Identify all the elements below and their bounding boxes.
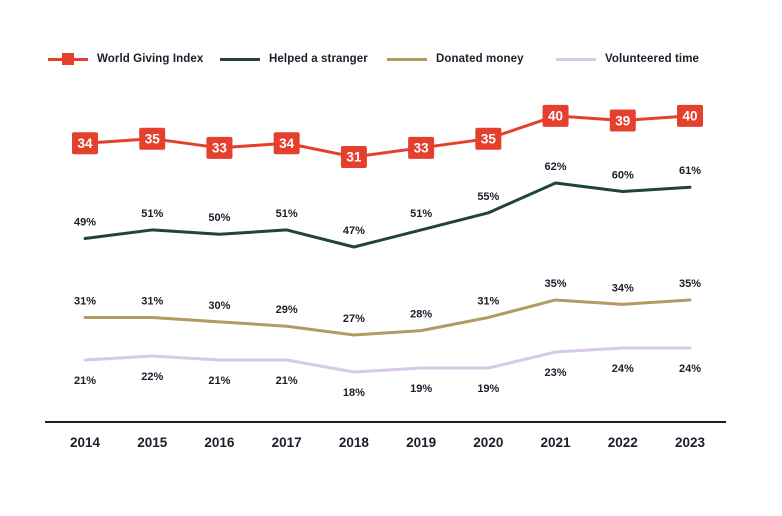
x-axis-label-2016: 2016 bbox=[204, 435, 235, 450]
x-axis-label-2014: 2014 bbox=[70, 435, 101, 450]
wgi-point-box bbox=[542, 104, 569, 127]
x-axis-label-2015: 2015 bbox=[137, 435, 168, 450]
wgi-point-box bbox=[609, 109, 636, 132]
x-axis-label-2023: 2023 bbox=[675, 435, 706, 450]
data-label-donated-money: 29% bbox=[276, 304, 298, 316]
wgi-point-value: 33 bbox=[212, 141, 228, 156]
data-label-volunteered-time: 24% bbox=[612, 363, 634, 375]
data-label-volunteered-time: 21% bbox=[276, 375, 298, 387]
data-label-volunteered-time: 18% bbox=[343, 387, 365, 399]
wgi-point-value: 35 bbox=[481, 132, 497, 147]
data-label-volunteered-time: 21% bbox=[208, 375, 230, 387]
x-axis-label-2021: 2021 bbox=[541, 435, 572, 450]
legend-swatch-line-square-icon bbox=[48, 53, 88, 65]
legend-swatch-line-icon bbox=[556, 57, 596, 61]
data-label-volunteered-time: 23% bbox=[545, 367, 567, 379]
wgi-point-box bbox=[340, 145, 367, 168]
x-axis-label-2018: 2018 bbox=[339, 435, 370, 450]
wgi-point-value: 39 bbox=[615, 113, 630, 128]
wgi-point-value: 40 bbox=[548, 109, 563, 124]
wgi-point-value: 40 bbox=[682, 109, 697, 124]
data-label-volunteered-time: 19% bbox=[410, 383, 432, 395]
legend-item-volunteered-time: Volunteered time bbox=[556, 51, 699, 67]
data-label-donated-money: 28% bbox=[410, 309, 432, 321]
wgi-point-value: 34 bbox=[77, 136, 93, 151]
wgi-point-value: 34 bbox=[279, 136, 295, 151]
wgi-point-box bbox=[408, 136, 435, 159]
data-label-donated-money: 31% bbox=[477, 295, 499, 307]
x-axis-label-2019: 2019 bbox=[406, 435, 436, 450]
series-line-helped-a-stranger bbox=[83, 181, 692, 249]
data-label-helped-a-stranger: 50% bbox=[208, 212, 230, 224]
data-label-helped-a-stranger: 51% bbox=[141, 208, 163, 220]
series-line-world-giving-index bbox=[83, 114, 692, 159]
data-label-donated-money: 35% bbox=[679, 278, 701, 290]
x-axis-label-2017: 2017 bbox=[272, 435, 302, 450]
wgi-point-box bbox=[139, 127, 166, 150]
legend-item-world-giving-index: World Giving Index bbox=[48, 51, 203, 67]
wgi-point-value: 31 bbox=[346, 150, 362, 165]
data-label-helped-a-stranger: 49% bbox=[74, 216, 96, 228]
data-label-helped-a-stranger: 60% bbox=[612, 170, 634, 182]
data-label-helped-a-stranger: 51% bbox=[410, 208, 432, 220]
legend-item-helped-a-stranger: Helped a stranger bbox=[220, 51, 368, 67]
data-label-donated-money: 31% bbox=[141, 295, 163, 307]
legend-item-donated-money: Donated money bbox=[387, 51, 524, 67]
data-label-volunteered-time: 19% bbox=[477, 383, 499, 395]
legend-swatch-line-icon bbox=[220, 57, 260, 61]
wgi-point-box bbox=[475, 127, 502, 150]
legend-square-marker-icon bbox=[62, 53, 74, 65]
x-axis-label-2020: 2020 bbox=[473, 435, 503, 450]
x-axis-label-2022: 2022 bbox=[608, 435, 638, 450]
wgi-point-value: 35 bbox=[145, 132, 161, 147]
data-label-helped-a-stranger: 51% bbox=[276, 208, 298, 220]
data-label-volunteered-time: 22% bbox=[141, 371, 163, 383]
data-label-helped-a-stranger: 47% bbox=[343, 225, 365, 237]
series-line-donated-money bbox=[83, 298, 692, 337]
data-label-donated-money: 35% bbox=[545, 278, 567, 290]
wgi-point-box bbox=[72, 132, 98, 155]
series-line-volunteered-time bbox=[83, 346, 692, 374]
chart-legend: World Giving Index Helped a stranger Don… bbox=[0, 51, 782, 67]
data-label-donated-money: 34% bbox=[612, 282, 634, 294]
data-label-helped-a-stranger: 55% bbox=[477, 191, 499, 203]
data-label-donated-money: 31% bbox=[74, 295, 96, 307]
data-label-helped-a-stranger: 61% bbox=[679, 165, 701, 177]
legend-swatch-line-icon bbox=[387, 57, 427, 61]
legend-label-helped-a-stranger: Helped a stranger bbox=[269, 53, 368, 65]
wgi-point-box bbox=[677, 104, 703, 127]
data-label-volunteered-time: 21% bbox=[74, 375, 96, 387]
legend-label-world-giving-index: World Giving Index bbox=[97, 53, 204, 65]
wgi-point-value: 33 bbox=[414, 141, 430, 156]
data-label-volunteered-time: 24% bbox=[679, 363, 701, 375]
legend-label-volunteered-time: Volunteered time bbox=[605, 53, 700, 65]
data-label-helped-a-stranger: 62% bbox=[545, 161, 567, 173]
wgi-point-box bbox=[273, 132, 300, 155]
data-label-donated-money: 30% bbox=[208, 300, 230, 312]
data-label-donated-money: 27% bbox=[343, 313, 365, 325]
wgi-point-box bbox=[206, 136, 233, 159]
legend-label-donated-money: Donated money bbox=[436, 53, 524, 65]
